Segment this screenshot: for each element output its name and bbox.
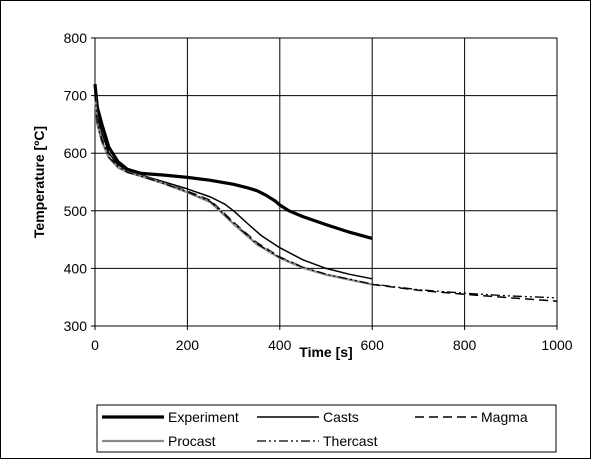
y-axis-title: Temperature [ºC] [31,126,47,238]
y-tick-label: 300 [64,318,88,334]
x-tick-label: 1000 [541,337,572,353]
y-tick-label: 500 [64,203,88,219]
series-line-thercast [94,92,558,299]
legend-label-procast: Procast [168,433,216,449]
gridlines [95,38,557,326]
legend-label-casts: Casts [323,409,359,425]
x-tick-label: 800 [453,337,477,353]
y-tick-label: 400 [64,260,88,276]
x-tick-label: 0 [91,337,99,353]
legend-label-experiment: Experiment [168,409,239,425]
y-tick-label: 600 [64,145,88,161]
series-line-casts [94,95,373,280]
x-axis-ticks: 0 200 400 600 800 1000 [91,326,573,353]
x-tick-label: 400 [268,337,292,353]
legend: Experiment Casts Magma Procast Thercast [96,404,557,453]
y-tick-label: 800 [64,30,88,46]
y-tick-label: 700 [64,88,88,104]
series-line-experiment [93,83,373,240]
y-axis-ticks: 300 400 500 600 700 800 [64,30,95,334]
legend-label-magma: Magma [481,409,528,425]
x-axis-title: Time [s] [299,344,352,360]
legend-box [96,404,557,453]
x-tick-label: 600 [361,337,385,353]
plot-area [94,37,558,327]
legend-label-thercast: Thercast [323,433,378,449]
x-tick-label: 200 [176,337,200,353]
series-layer [93,83,558,302]
